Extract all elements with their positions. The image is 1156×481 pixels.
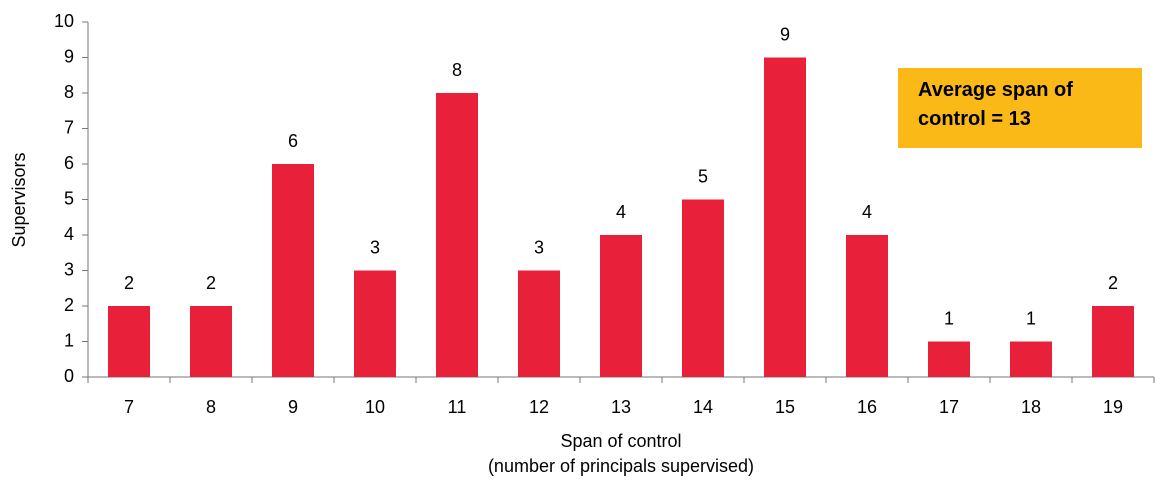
y-tick-label: 4 (64, 224, 74, 244)
y-tick-label: 6 (64, 153, 74, 173)
bar (190, 306, 232, 377)
x-tick-label: 14 (693, 397, 713, 417)
x-tick-label: 13 (611, 397, 631, 417)
y-tick-label: 9 (64, 46, 74, 66)
y-tick-label: 8 (64, 82, 74, 102)
x-tick-label: 15 (775, 397, 795, 417)
value-label: 3 (534, 237, 544, 257)
x-tick-label: 12 (529, 397, 549, 417)
value-label: 2 (206, 273, 216, 293)
value-label: 1 (1026, 308, 1036, 328)
x-tick-label: 11 (448, 397, 467, 417)
bar (846, 235, 888, 377)
bar (764, 57, 806, 377)
y-axis-label: Supervisors (9, 152, 29, 247)
y-tick-label: 0 (64, 366, 74, 386)
y-tick-label: 5 (64, 188, 74, 208)
value-label: 6 (288, 131, 298, 151)
y-tick-label: 10 (54, 11, 74, 31)
y-tick-label: 7 (64, 117, 74, 137)
bar (928, 341, 970, 377)
bar (1010, 341, 1052, 377)
value-label: 2 (1108, 273, 1118, 293)
x-tick-label: 17 (939, 397, 959, 417)
value-label: 4 (616, 202, 626, 222)
annotation: Average span of control = 13 (898, 68, 1142, 148)
x-axis-label: Span of control (560, 431, 681, 451)
value-label: 2 (124, 273, 134, 293)
value-label: 8 (452, 60, 462, 80)
y-tick-label: 1 (64, 330, 74, 350)
value-label: 1 (944, 308, 954, 328)
value-label: 4 (862, 202, 872, 222)
bar (108, 306, 150, 377)
x-tick-label: 7 (124, 397, 134, 417)
value-label: 3 (370, 237, 380, 257)
bar (518, 270, 560, 377)
x-axis-label: (number of principals supervised) (488, 456, 754, 476)
bar (1092, 306, 1134, 377)
x-tick-label: 8 (206, 397, 216, 417)
value-label: 5 (698, 166, 708, 186)
bar (682, 199, 724, 377)
y-tick-label: 2 (64, 295, 74, 315)
x-tick-label: 9 (288, 397, 298, 417)
bar (272, 164, 314, 377)
bar (436, 93, 478, 377)
x-tick-label: 10 (365, 397, 385, 417)
bar (354, 270, 396, 377)
bar (600, 235, 642, 377)
y-tick-label: 3 (64, 259, 74, 279)
x-tick-label: 18 (1021, 397, 1041, 417)
x-tick-label: 16 (857, 397, 877, 417)
value-label: 9 (780, 24, 790, 44)
x-tick-label: 19 (1103, 397, 1123, 417)
